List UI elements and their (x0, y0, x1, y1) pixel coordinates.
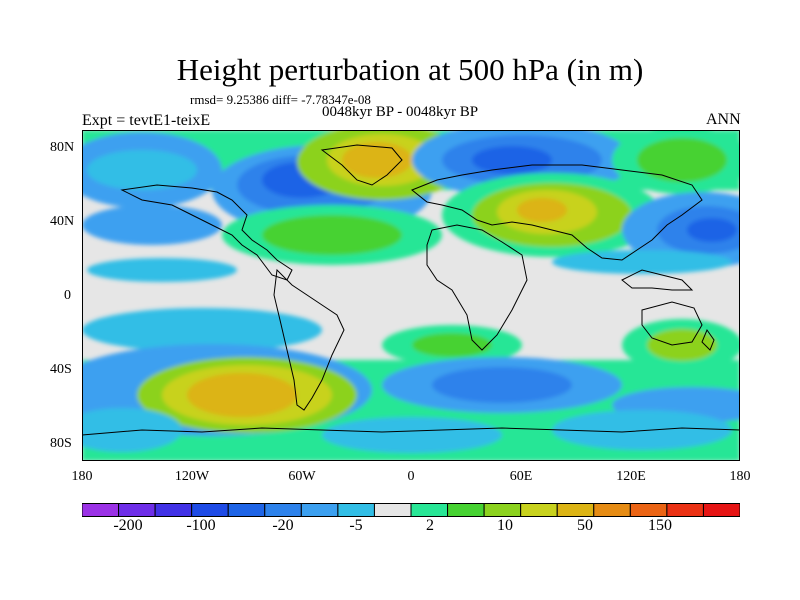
colorbar-tick-label: -200 (113, 517, 143, 534)
colorbar-box (556, 503, 595, 517)
lat-label-80n: 80N (50, 140, 75, 155)
contour-map (82, 130, 740, 461)
lat-label-80s: 80S (50, 436, 72, 451)
colorbar-box (373, 503, 412, 517)
colorbar-tick-label: -5 (349, 517, 363, 534)
colorbar-box (191, 503, 229, 517)
colorbar-box (227, 503, 266, 517)
experiment-label: Expt = tevtE1-teixE (82, 112, 211, 129)
colorbar-box (702, 503, 741, 517)
colorbar-tick-label: 150 (648, 517, 672, 534)
colorbar-tick-label: 50 (577, 517, 593, 534)
statistics-line: rmsd= 9.25386 diff= -7.78347e-08 (190, 92, 371, 107)
colorbar-box (264, 503, 302, 517)
period-label: 0048kyr BP - 0048kyr BP (322, 104, 479, 120)
colorbar-box (410, 503, 449, 517)
lon-label-60w: 60W (288, 469, 316, 484)
season-label: ANN (706, 111, 741, 128)
colorbar-box (154, 503, 193, 517)
colorbar-box (483, 503, 522, 517)
colorbar-boxes (81, 503, 741, 517)
lon-label-120w: 120W (174, 469, 210, 484)
colorbar-tick-label: -100 (186, 517, 216, 534)
colorbar-box (593, 503, 631, 517)
lon-label-120e: 120E (616, 469, 646, 484)
lat-label-40s: 40S (50, 362, 72, 377)
lon-label-180-east: 180 (729, 469, 751, 484)
lat-label-equator: 0 (64, 288, 71, 303)
colorbar-box (520, 503, 558, 517)
colorbar-box (300, 503, 339, 517)
colorbar-box (81, 503, 120, 517)
lon-label-180-west: 180 (71, 469, 93, 484)
colorbar-box (118, 503, 156, 517)
colorbar-tick-label: 10 (497, 517, 513, 534)
lon-label-0: 0 (407, 469, 415, 484)
map-panel (82, 130, 740, 461)
colorbar-box (447, 503, 485, 517)
lon-label-60e: 60E (509, 469, 533, 484)
colorbar-tick-label: 2 (426, 517, 434, 534)
colorbar-box (666, 503, 704, 517)
coastlines (82, 144, 740, 436)
colorbar-box (629, 503, 668, 517)
colorbar (81, 503, 741, 517)
map-border (82, 130, 740, 461)
colorbar-tick-label: -20 (272, 517, 294, 534)
lat-label-40n: 40N (50, 214, 75, 229)
plot-title: Height perturbation at 500 hPa (in m) (176, 52, 644, 87)
colorbar-box (337, 503, 375, 517)
